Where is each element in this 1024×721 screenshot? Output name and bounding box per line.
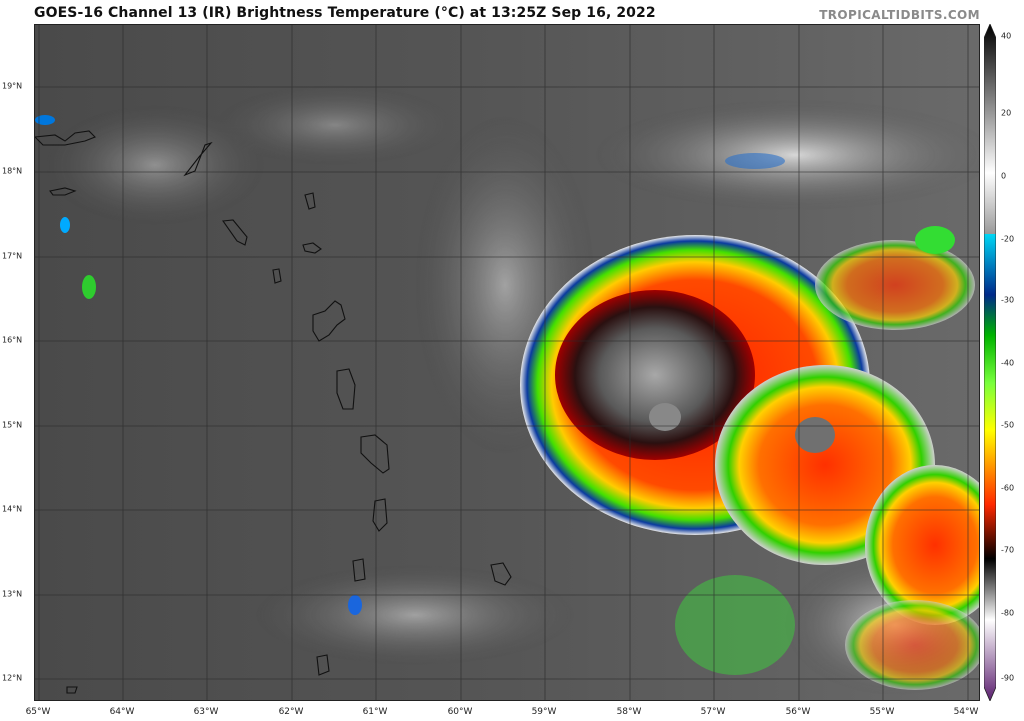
colorbar-label-m80: -80: [1001, 608, 1015, 618]
page-title: GOES-16 Channel 13 (IR) Brightness Tempe…: [34, 5, 656, 21]
lon-label-60w: 60°W: [447, 707, 473, 717]
colorbar-label-m70: -70: [1001, 545, 1015, 555]
lat-label-17n: 17°N: [2, 251, 23, 261]
lat-label-18n: 18°N: [2, 166, 23, 176]
lon-label-62w: 62°W: [278, 707, 304, 717]
island-outlines: [35, 130, 512, 694]
lon-label-63w: 63°W: [193, 707, 219, 717]
colorbar-label-m30: -30: [1001, 295, 1015, 305]
lat-label-14n: 14°N: [2, 504, 23, 514]
lon-label-54w: 54°W: [953, 707, 979, 717]
lat-label-13n: 13°N: [2, 589, 23, 599]
colorbar-label-m90: -90: [1001, 673, 1015, 683]
lon-label-56w: 56°W: [785, 707, 811, 717]
lon-label-55w: 55°W: [869, 707, 895, 717]
temperature-colorbar: [984, 24, 996, 701]
lon-label-59w: 59°W: [531, 707, 557, 717]
storm-system: [520, 235, 979, 690]
lat-label-16n: 16°N: [2, 335, 23, 345]
satellite-map[interactable]: [34, 24, 980, 701]
colorbar-label-0: 0: [1001, 171, 1007, 181]
lon-label-61w: 61°W: [362, 707, 388, 717]
convection-spots: [35, 115, 955, 615]
lon-label-64w: 64°W: [109, 707, 135, 717]
colorbar-label-40: 40: [1001, 31, 1012, 41]
colorbar-label-m20: -20: [1001, 234, 1015, 244]
lat-label-12n: 12°N: [2, 673, 23, 683]
lon-label-57w: 57°W: [700, 707, 726, 717]
colorbar-label-m50: -50: [1001, 420, 1015, 430]
colorbar-label-m60: -60: [1001, 483, 1015, 493]
lat-label-19n: 19°N: [2, 81, 23, 91]
site-credit: TROPICALTIDBITS.COM: [819, 8, 980, 22]
lon-label-58w: 58°W: [616, 707, 642, 717]
lat-lon-grid: [35, 25, 979, 700]
lat-label-15n: 15°N: [2, 420, 23, 430]
lon-label-65w: 65°W: [25, 707, 51, 717]
colorbar-label-m40: -40: [1001, 358, 1015, 368]
colorbar-label-20: 20: [1001, 108, 1012, 118]
